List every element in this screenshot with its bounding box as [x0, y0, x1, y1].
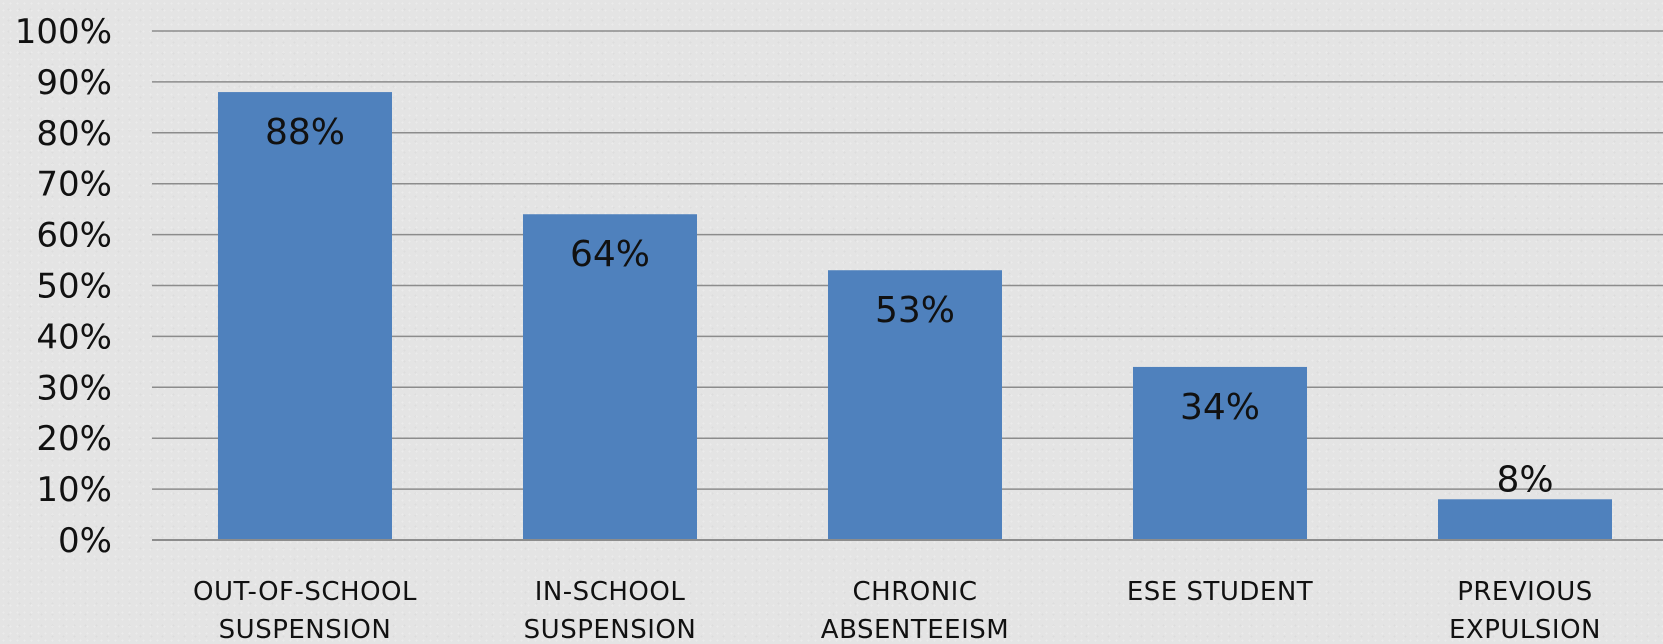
category-label: OUT-OF-SCHOOL: [193, 577, 417, 607]
y-tick-label: 20%: [36, 419, 112, 459]
data-label: 53%: [875, 290, 955, 331]
bars: [218, 92, 1612, 541]
data-labels: 88% 64% 53% 34% 8%: [265, 112, 1554, 500]
x-axis-category-labels: OUT-OF-SCHOOL SUSPENSION IN-SCHOOL SUSPENSI…: [193, 577, 1601, 644]
data-label: 64%: [570, 234, 650, 275]
y-tick-label: 50%: [36, 267, 112, 307]
y-tick-label: 80%: [36, 114, 112, 154]
y-tick-label: 100%: [15, 12, 112, 52]
category-label: CHRONIC: [852, 577, 977, 607]
y-tick-label: 60%: [36, 216, 112, 256]
category-label: PREVIOUS: [1457, 577, 1593, 607]
category-label: SUSPENSION: [524, 615, 697, 644]
category-label: ABSENTEEISM: [821, 615, 1009, 644]
data-label: 88%: [265, 112, 345, 153]
category-label: ESE STUDENT: [1127, 577, 1313, 607]
y-tick-label: 40%: [36, 317, 112, 357]
y-tick-label: 70%: [36, 165, 112, 205]
bar: [828, 270, 1002, 540]
y-tick-label: 90%: [36, 63, 112, 103]
bar: [1438, 499, 1612, 540]
y-axis-tick-labels: 0% 10% 20% 30% 40% 50% 60% 70% 80% 90% 100%: [15, 12, 112, 561]
category-label: IN-SCHOOL: [535, 577, 686, 607]
data-label: 8%: [1496, 459, 1553, 500]
y-tick-label: 30%: [36, 368, 112, 408]
category-label: EXPULSION: [1449, 615, 1601, 644]
bar: [218, 92, 392, 540]
bar: [1133, 366, 1307, 540]
bar: [523, 214, 697, 541]
category-label: SUSPENSION: [219, 615, 392, 644]
y-tick-label: 0%: [58, 521, 112, 561]
data-label: 34%: [1180, 387, 1260, 428]
y-tick-label: 10%: [36, 470, 112, 510]
